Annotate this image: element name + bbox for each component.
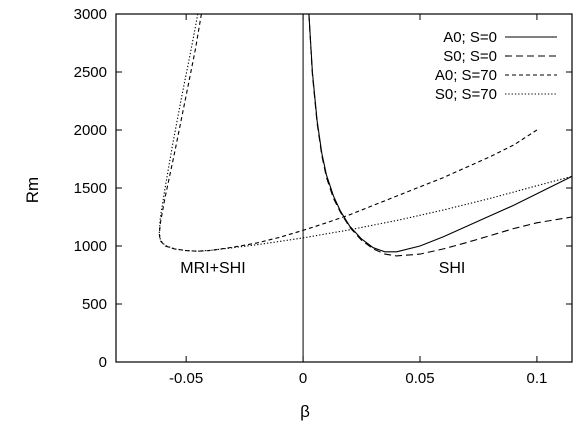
- legend-label-s0-s-70: S0; S=70: [435, 86, 497, 103]
- y-tick-label: 500: [82, 296, 107, 313]
- series-line-s0-s-0: [308, 14, 572, 257]
- y-tick-label: 2000: [74, 122, 107, 139]
- series-line-a0-s-70: [158, 14, 538, 252]
- plot-frame: [115, 13, 573, 363]
- series-line-s0-s-70: [158, 14, 572, 252]
- series-layer: [158, 14, 572, 257]
- region-label-mri-shi: MRI+SHI: [180, 260, 245, 277]
- legend-label-a0-s-70: A0; S=70: [435, 67, 497, 84]
- tick-marks: [116, 13, 572, 363]
- y-tick-label: 0: [99, 354, 107, 371]
- legend: A0; S=0 S0; S=0 A0; S=70 S0; S=70: [435, 29, 557, 103]
- series-line-a0-s-0: [308, 14, 572, 253]
- annotations: MRI+SHI SHI: [180, 260, 465, 277]
- tick-labels: -0.05 0 0.05 0.1 0 500 1000 1500 2000 2500 3000: [74, 6, 548, 387]
- x-tick-label: 0: [299, 370, 307, 387]
- y-tick-label: 1500: [74, 180, 107, 197]
- y-tick-label: 1000: [74, 238, 107, 255]
- y-tick-label: 3000: [74, 6, 107, 23]
- legend-label-a0-s-0: A0; S=0: [443, 29, 497, 46]
- x-tick-label: 0.1: [526, 370, 547, 387]
- x-tick-label: -0.05: [169, 370, 203, 387]
- y-tick-label: 2500: [74, 64, 107, 81]
- legend-label-s0-s-0: S0; S=0: [443, 48, 497, 65]
- region-label-shi: SHI: [439, 260, 466, 277]
- y-axis-label: Rm: [23, 177, 42, 203]
- x-tick-label: 0.05: [405, 370, 434, 387]
- x-axis-label: β: [300, 402, 310, 421]
